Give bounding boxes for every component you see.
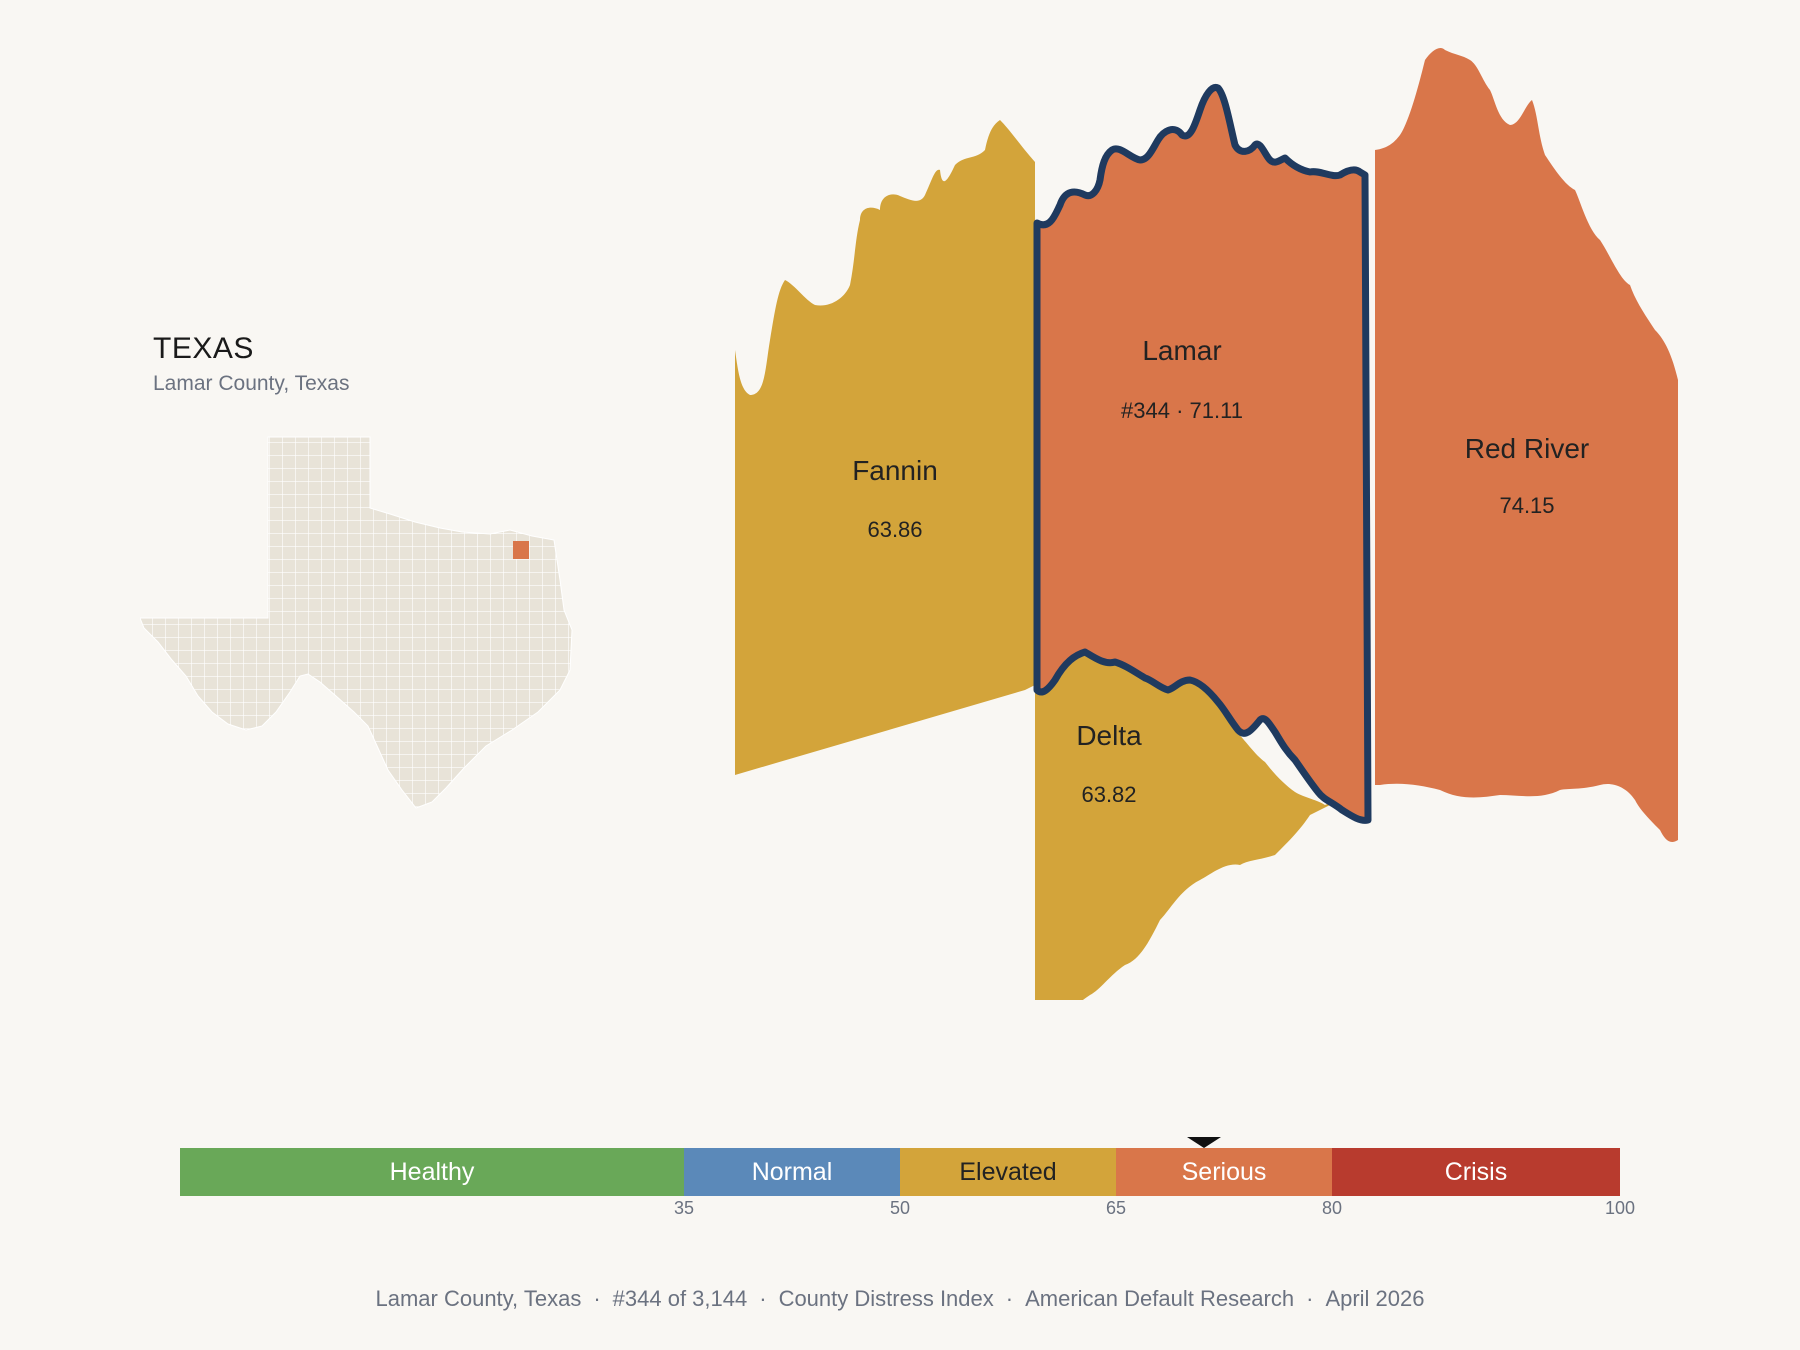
- scale-tick-80: 80: [1321, 1198, 1343, 1218]
- scale-label-elevated: Elevated: [959, 1157, 1057, 1186]
- footer-source: American Default Research: [1025, 1286, 1295, 1311]
- footer-caption: Lamar County, Texas · #344 of 3,144 · County…: [375, 1286, 1425, 1311]
- lamar-name-label: Lamar: [1142, 335, 1221, 366]
- scale-tick-50: 50: [889, 1198, 911, 1218]
- county-subtitle: Lamar County, Texas: [153, 372, 350, 395]
- fannin-name-label: Fannin: [852, 455, 938, 486]
- state-title: TEXAS: [153, 332, 254, 365]
- delta-name-label: Delta: [1076, 720, 1142, 751]
- county-lamar[interactable]: [1033, 84, 1372, 824]
- distress-scale-bar: Healthy Normal Elevated Serious Crisis: [180, 1148, 1620, 1196]
- scale-tick-100: 100: [1604, 1198, 1636, 1218]
- scale-segment-normal: Normal: [684, 1148, 900, 1196]
- scale-label-serious: Serious: [1181, 1157, 1267, 1186]
- county-neighborhood-map: Fannin 63.86 Lamar #344 · 71.11 Red Rive…: [735, 48, 1678, 1000]
- delta-score-label: 63.82: [1081, 782, 1136, 807]
- county-delta[interactable]: [1035, 640, 1370, 1000]
- footer-date: April 2026: [1325, 1286, 1425, 1311]
- texas-inset-map: [140, 436, 573, 809]
- texas-state-shape: [140, 436, 573, 809]
- footer-county: Lamar County, Texas: [375, 1286, 582, 1311]
- scale-segment-healthy: Healthy: [180, 1148, 684, 1196]
- scale-segment-elevated: Elevated: [900, 1148, 1116, 1196]
- scale-tick-35: 35: [673, 1198, 695, 1218]
- footer-rank: #344 of 3,144: [612, 1286, 748, 1311]
- scale-tick-65: 65: [1105, 1198, 1127, 1218]
- scale-label-normal: Normal: [751, 1157, 833, 1186]
- inset-header: TEXAS Lamar County, Texas: [153, 332, 350, 396]
- scale-segment-crisis: Crisis: [1332, 1148, 1620, 1196]
- lamar-inset-highlight: [513, 541, 529, 559]
- fannin-score-label: 63.86: [867, 517, 922, 542]
- county-fannin[interactable]: [735, 120, 1035, 775]
- lamar-score-label: #344 · 71.11: [1121, 398, 1243, 423]
- red-river-name-label: Red River: [1465, 433, 1589, 464]
- scale-label-healthy: Healthy: [389, 1157, 475, 1186]
- scale-label-crisis: Crisis: [1444, 1157, 1508, 1186]
- footer-index: County Distress Index: [778, 1286, 994, 1311]
- scale-segment-serious: Serious: [1116, 1148, 1332, 1196]
- score-marker-icon: [1186, 1137, 1221, 1148]
- red-river-score-label: 74.15: [1499, 493, 1554, 518]
- county-red-river[interactable]: [1375, 48, 1678, 842]
